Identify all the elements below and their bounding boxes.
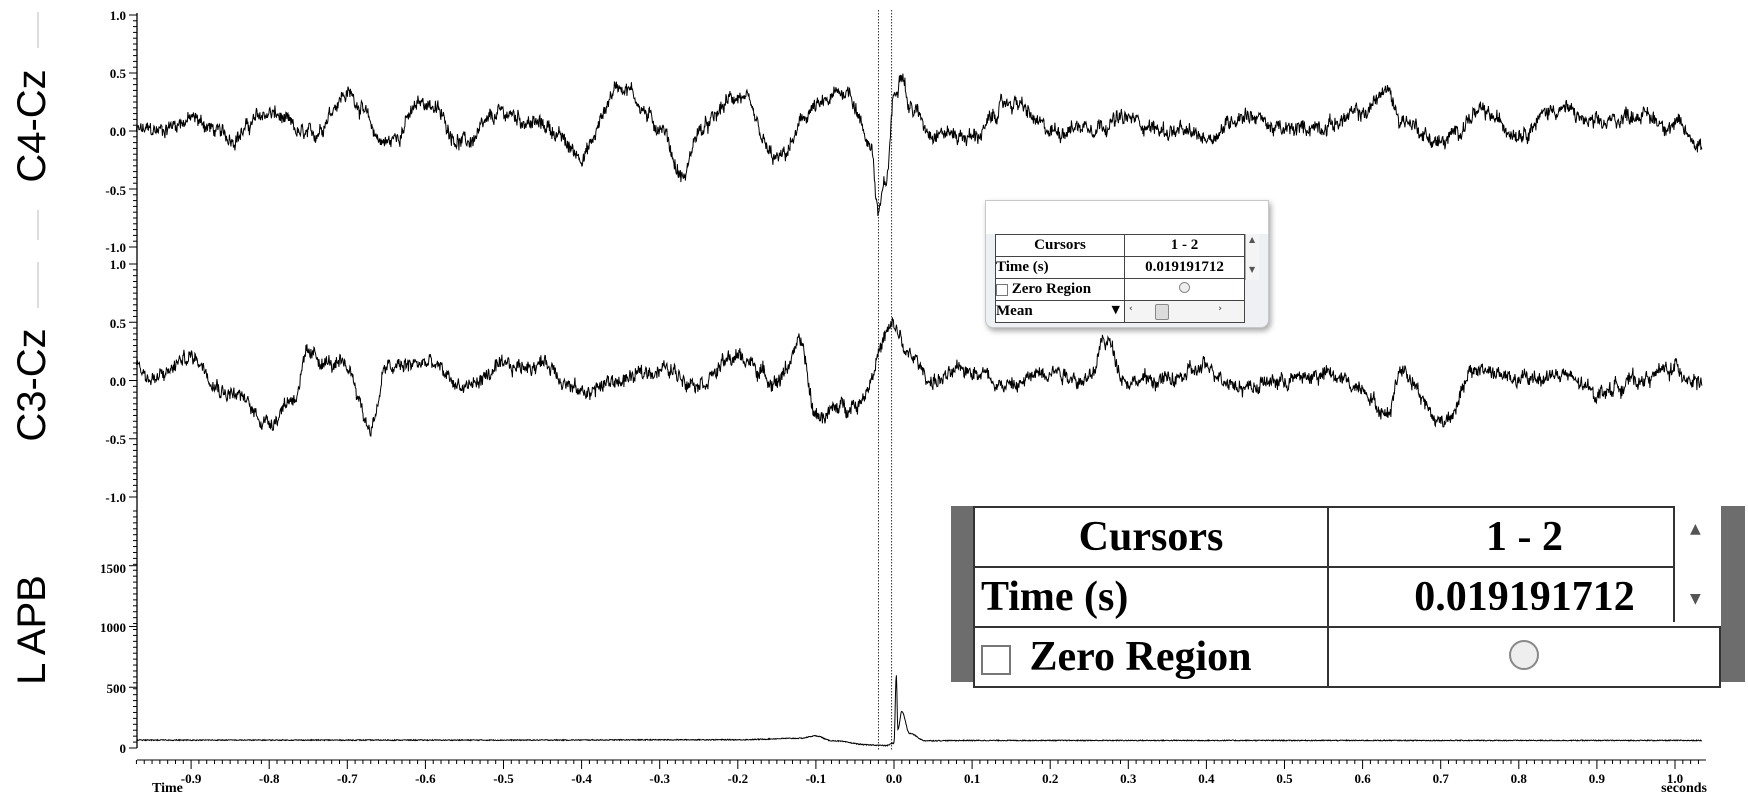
x-tick-label: 1.0	[1667, 771, 1683, 786]
y-tick-label: 1500	[100, 561, 126, 576]
table-row: Cursors 1 - 2	[973, 506, 1720, 568]
y-tick-label: 0.0	[110, 124, 126, 139]
cursor-table-zoom: Cursors 1 - 2 Time (s) 0.019191712 Zero …	[973, 506, 1721, 688]
y-tick-label: 1.0	[110, 257, 126, 272]
y-axis-apb: 1500 1000 500 0	[100, 561, 126, 756]
cursor-panel: Cursors 1 - 2 Time (s) 0.019191712 Zero …	[985, 200, 1269, 328]
cursor-table: Cursors 1 - 2 Time (s) 0.019191712 Zero …	[995, 234, 1245, 323]
scroll-left-icon[interactable]: ‹	[1129, 304, 1133, 314]
mean-select[interactable]: Mean ▼	[995, 300, 1125, 323]
y-tick-label: 1000	[100, 620, 126, 635]
x-tick-label: 0.1	[964, 771, 980, 786]
zero-region-radio-cell	[1327, 626, 1721, 688]
y-tick-label: -0.5	[105, 183, 126, 198]
x-axis-right-label: seconds	[1661, 781, 1707, 796]
y-tick-label: 500	[107, 681, 127, 696]
y-axis-c4: 1.0 0.5 0.0 -0.5 -1.0	[105, 8, 126, 255]
zero-region-label: Zero Region	[1011, 281, 1092, 297]
y-tick-label: -1.0	[105, 490, 126, 505]
table-row: Cursors 1 - 2	[995, 234, 1245, 257]
cursor-panel-zoom: Cursors 1 - 2 Time (s) 0.019191712 Zero …	[951, 506, 1745, 688]
x-tick-label: -0.2	[728, 771, 749, 786]
y-tick-label: 0.0	[110, 374, 126, 389]
zero-region-radio[interactable]	[1179, 282, 1190, 293]
channel-label-apb: L APB	[10, 575, 54, 685]
scroll-thumb[interactable]	[1155, 304, 1169, 320]
traces	[135, 73, 1703, 747]
scroll-down-icon[interactable]: ▼	[1249, 265, 1256, 274]
zero-region-radio[interactable]	[1509, 640, 1539, 670]
scroll-up-icon[interactable]: ▲	[1690, 521, 1701, 537]
x-tick-label: -0.4	[571, 771, 592, 786]
x-tick-label: 0.7	[1433, 771, 1450, 786]
cursor-range-header: 1 - 2	[1124, 234, 1245, 257]
x-tick-label: 0.5	[1276, 771, 1293, 786]
horizontal-scrollbar[interactable]: ‹ ›	[1124, 300, 1245, 323]
scroll-down-icon[interactable]: ▼	[1690, 591, 1701, 607]
mean-select-label: Mean	[996, 303, 1033, 319]
trace-c3	[135, 317, 1703, 437]
time-label: Time (s)	[995, 256, 1125, 279]
x-tick-label: 0.3	[1120, 771, 1137, 786]
time-label: Time (s)	[973, 566, 1329, 628]
x-tick-label: -0.3	[649, 771, 670, 786]
y-axis-c3: 1.0 0.5 0.0 -0.5 -1.0	[105, 257, 126, 505]
scroll-right-icon[interactable]: ›	[1218, 304, 1222, 314]
cursors-header: Cursors	[995, 234, 1125, 257]
zero-region-checkbox[interactable]	[981, 645, 1011, 676]
zero-region-checkbox[interactable]	[996, 283, 1008, 296]
channel-label-c3: C3-Cz	[10, 328, 54, 441]
x-tick-label: 0.6	[1354, 771, 1371, 786]
trace-c4	[135, 73, 1703, 217]
x-tick-label: 0.2	[1042, 771, 1058, 786]
y-tick-label: 0	[120, 741, 127, 756]
channel-label-c4: C4-Cz	[10, 69, 54, 182]
x-tick-label: -0.5	[493, 771, 514, 786]
cursor-panel-zoom-inner: Cursors 1 - 2 Time (s) 0.019191712 Zero …	[973, 506, 1721, 688]
table-row: Time (s) 0.019191712	[973, 566, 1720, 628]
x-tick-label: -0.9	[181, 771, 202, 786]
y-tick-label: 0.5	[110, 316, 127, 331]
x-ticks: -0.9 -0.8 -0.7 -0.6 -0.5 -0.4 -0.3 -0.2 -0.1 0.0 0…	[135, 760, 1699, 786]
x-axis: -0.9 -0.8 -0.7 -0.6 -0.5 -0.4 -0.3 -0.2 -0.1 0.0 0…	[135, 759, 1708, 796]
vertical-scrollbar[interactable]: ▲ ▼	[1245, 234, 1259, 280]
x-tick-label: 0.8	[1511, 771, 1528, 786]
panel-title-strip	[986, 201, 1268, 234]
y-minor-ticks	[129, 14, 137, 749]
table-row: Mean ▼ ‹ ›	[995, 300, 1245, 323]
y-tick-label: -1.0	[105, 240, 126, 255]
y-tick-label: 1.0	[110, 8, 126, 23]
zero-region-radio-cell	[1124, 278, 1245, 301]
x-tick-label: 0.9	[1589, 771, 1606, 786]
x-tick-label: -0.7	[337, 771, 358, 786]
table-row: Zero Region	[973, 626, 1721, 688]
zero-region-label: Zero Region	[1029, 634, 1252, 680]
cursor-range-header: 1 - 2	[1327, 506, 1720, 568]
table-row: Time (s) 0.019191712	[995, 256, 1245, 279]
x-axis-left-label: Time	[152, 781, 183, 796]
x-tick-label: -0.8	[259, 771, 280, 786]
cursors-header: Cursors	[973, 506, 1329, 568]
time-value[interactable]: 0.019191712	[1327, 566, 1720, 628]
x-tick-label: -0.1	[806, 771, 827, 786]
trace-apb	[136, 675, 1703, 747]
cursor-lines[interactable]	[877, 10, 893, 750]
x-tick-label: -0.6	[415, 771, 436, 786]
triangle-down-icon: ▼	[1111, 303, 1120, 316]
y-tick-label: -0.5	[105, 432, 126, 447]
x-tick-label: 0.4	[1198, 771, 1215, 786]
vertical-scrollbar[interactable]: ▲ ▼	[1673, 506, 1721, 622]
zero-region-cell: Zero Region	[973, 626, 1329, 688]
channel-labels: C4-Cz C3-Cz L APB	[10, 12, 54, 685]
table-row: Zero Region	[995, 278, 1245, 301]
time-value[interactable]: 0.019191712	[1124, 256, 1245, 279]
x-tick-label: 0.0	[886, 771, 902, 786]
y-tick-label: 0.5	[110, 66, 127, 81]
zero-region-cell: Zero Region	[995, 278, 1125, 301]
scroll-up-icon[interactable]: ▲	[1249, 235, 1256, 244]
y-axes: 1.0 0.5 0.0 -0.5 -1.0 1.0 0.5 0.0 -0.5 -…	[100, 8, 138, 756]
